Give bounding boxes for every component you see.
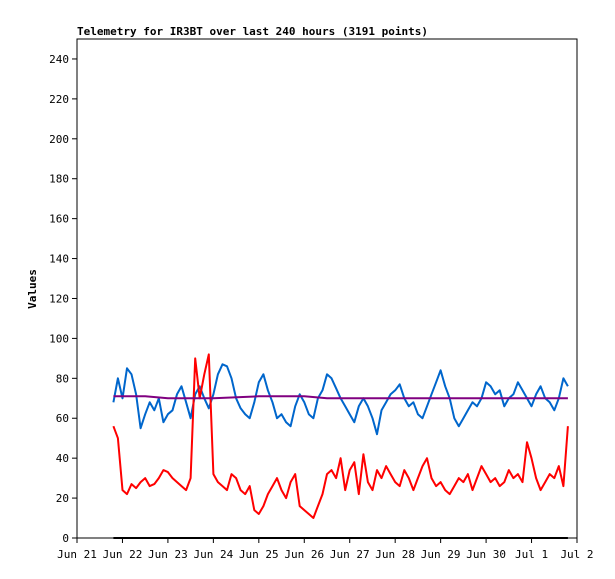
y-tick-label: 240 — [49, 53, 69, 66]
x-tick-label: Jun 26 — [284, 548, 324, 561]
y-tick-label: 0 — [62, 532, 69, 545]
y-tick-label: 60 — [56, 412, 69, 425]
plot-frame — [76, 38, 578, 539]
y-tick-label: 40 — [56, 452, 69, 465]
x-tick-label: Jul 1 — [515, 548, 548, 561]
y-tick-label: 160 — [49, 213, 69, 226]
x-tick-label: Jun 27 — [330, 548, 370, 561]
y-tick-label: 80 — [56, 372, 69, 385]
x-tick-label: Jun 21 — [57, 548, 97, 561]
x-tick-label: Jun 29 — [421, 548, 461, 561]
series-line-1 — [112, 353, 569, 519]
y-tick-label: 140 — [49, 253, 69, 266]
series-line-2 — [113, 395, 568, 400]
x-tick-label: Jun 24 — [193, 548, 233, 561]
y-axis-label: Values — [26, 269, 39, 309]
y-axis: 0 20 40 60 80 100 120 140 160 180 200 220 240 — [49, 53, 77, 545]
x-tick-label: Jun 28 — [375, 548, 415, 561]
y-tick-label: 200 — [49, 133, 69, 146]
x-tick-label: Jun 23 — [148, 548, 188, 561]
y-tick-label: 180 — [49, 173, 69, 186]
x-tick-label: Jun 25 — [239, 548, 279, 561]
x-axis: Jun 21 Jun 22 Jun 23 Jun 24 Jun 25 Jun 26 Jun … — [57, 538, 594, 561]
y-tick-label: 100 — [49, 332, 69, 345]
y-tick-label: 220 — [49, 93, 69, 106]
series-group — [112, 353, 569, 539]
x-tick-label: Jun 30 — [466, 548, 506, 561]
x-tick-label: Jul 2 — [560, 548, 593, 561]
y-tick-label: 120 — [49, 292, 69, 305]
chart-title: Telemetry for IR3BT over last 240 hours … — [77, 25, 428, 38]
x-tick-label: Jun 22 — [103, 548, 143, 561]
y-tick-label: 20 — [56, 492, 69, 505]
